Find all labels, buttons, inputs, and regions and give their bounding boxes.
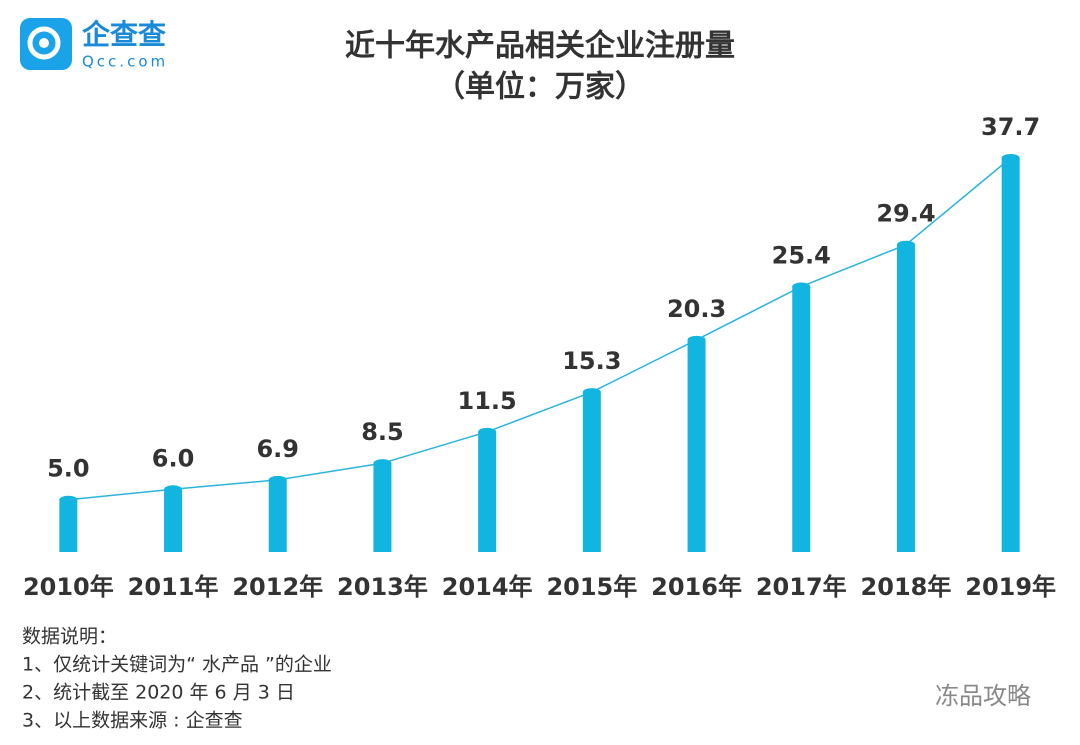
x-tick-label: 2019年: [965, 573, 1056, 601]
logo-name: 企查查: [82, 18, 166, 51]
x-tick-label: 2010年: [23, 573, 114, 601]
x-tick-label: 2015年: [546, 573, 637, 601]
value-label: 5.0: [47, 455, 90, 483]
logo: 企查查 Qcc.com: [20, 18, 168, 71]
note: 1、仅统计关键词为“ 水产品 ”的企业: [22, 654, 332, 676]
bar-cap: [164, 485, 183, 494]
bar-cap: [792, 282, 811, 291]
bar: [792, 286, 811, 552]
logo-dot: [39, 38, 49, 48]
x-tick-label: 2016年: [651, 573, 742, 601]
bar: [373, 463, 392, 552]
x-tick-label: 2013年: [337, 573, 428, 601]
x-tick-label: 2014年: [442, 573, 533, 601]
bar-cap: [687, 335, 706, 344]
bar: [59, 499, 78, 552]
x-tick-label: 2018年: [861, 573, 952, 601]
bar: [1001, 158, 1020, 552]
value-label: 15.3: [562, 347, 621, 375]
x-tick-label: 2012年: [232, 573, 323, 601]
note: 数据说明：: [22, 626, 117, 648]
trend-line: [68, 157, 1012, 501]
bar-cap: [896, 240, 915, 249]
x-tick-label: 2011年: [128, 573, 219, 601]
value-label: 6.9: [256, 435, 299, 463]
bar: [687, 339, 706, 552]
bar-cap: [582, 388, 601, 397]
value-label: 25.4: [772, 242, 831, 270]
x-tick-label: 2017年: [756, 573, 847, 601]
value-label: 29.4: [876, 200, 935, 228]
chart-title: 近十年水产品相关企业注册量: [345, 29, 735, 64]
bar: [478, 431, 497, 552]
value-label: 20.3: [667, 295, 726, 323]
bar-cap: [268, 475, 287, 484]
bar-cap: [478, 427, 497, 436]
value-label: 8.5: [361, 418, 404, 446]
value-label: 37.7: [981, 113, 1040, 141]
value-label: 6.0: [152, 444, 195, 472]
bar-cap: [1001, 154, 1020, 162]
note: 2、统计截至 2020 年 6 月 3 日: [22, 682, 295, 704]
logo-site: Qcc.com: [82, 53, 168, 71]
bar: [268, 479, 287, 552]
watermark: 冻品攻略: [935, 682, 1031, 710]
chart-subtitle: （单位：万家）: [435, 70, 645, 105]
logo-ring: [27, 26, 61, 60]
bar-cap: [373, 459, 392, 468]
bar: [582, 392, 601, 552]
bar: [896, 244, 915, 552]
value-label: 11.5: [458, 387, 517, 415]
bar: [164, 489, 183, 552]
note: 3、以上数据来源 : 企查查: [22, 710, 243, 732]
